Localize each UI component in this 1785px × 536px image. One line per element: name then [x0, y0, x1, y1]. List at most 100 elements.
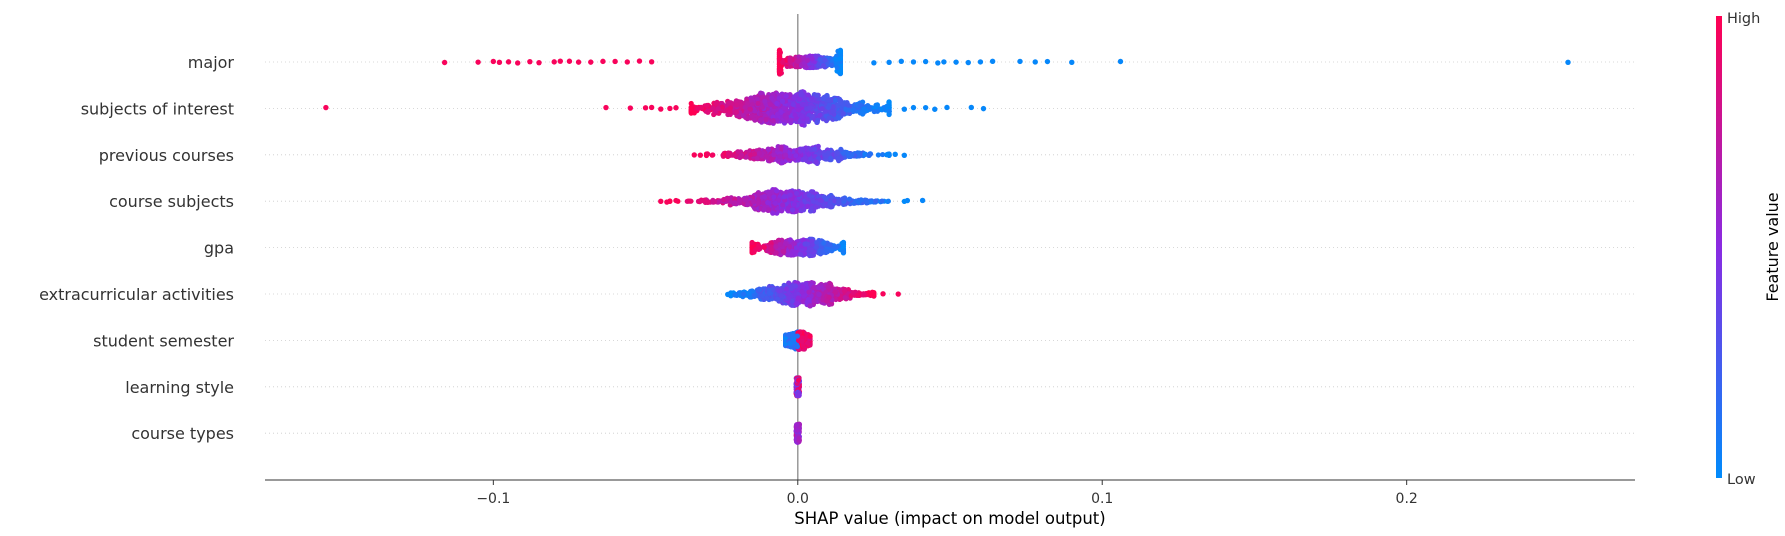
shap-point: [886, 108, 892, 114]
shap-point: [795, 295, 801, 301]
shap-point: [798, 92, 804, 98]
shap-point-outlier: [886, 59, 892, 65]
shap-point-outlier: [624, 59, 630, 65]
shap-point-outlier: [691, 152, 697, 158]
shap-point: [861, 106, 867, 112]
shap-point: [760, 200, 767, 206]
shap-point-outlier: [648, 59, 655, 65]
shap-point: [871, 108, 877, 115]
shap-point-outlier: [725, 291, 731, 298]
shap-point: [800, 237, 807, 243]
shap-point: [864, 199, 870, 205]
shap-point: [746, 290, 752, 296]
shap-point: [814, 239, 820, 246]
shap-point: [761, 206, 767, 212]
shap-point: [805, 297, 812, 303]
shap-point: [787, 237, 793, 243]
shap-point: [794, 301, 800, 307]
shap-point: [766, 190, 773, 196]
shap-point-outlier: [658, 198, 664, 205]
shap-point: [771, 194, 777, 200]
shap-point-outlier: [1069, 59, 1075, 66]
shap-point: [821, 201, 827, 208]
shap-point: [801, 250, 808, 257]
shap-point: [751, 151, 758, 157]
shap-point: [754, 155, 760, 161]
shap-point: [799, 113, 806, 120]
shap-point: [857, 102, 864, 108]
shap-point: [799, 338, 805, 344]
shap-point: [807, 333, 813, 339]
shap-point: [828, 155, 834, 161]
shap-point: [769, 95, 775, 101]
shap-point: [786, 294, 792, 301]
shap-point: [762, 193, 768, 200]
shap-point-outlier: [588, 59, 594, 65]
shap-point: [823, 196, 830, 202]
shap-point: [817, 57, 823, 63]
shap-point: [755, 200, 762, 206]
shap-point-outlier: [910, 104, 917, 111]
shap-point: [834, 64, 840, 71]
shap-point: [832, 198, 838, 204]
shap-point: [832, 97, 839, 103]
shap-point: [799, 101, 806, 108]
shap-point: [828, 204, 834, 210]
shap-point: [743, 196, 749, 203]
shap-point: [751, 199, 757, 205]
shap-point: [755, 100, 761, 107]
shap-point: [820, 95, 826, 102]
shap-point: [734, 102, 740, 108]
shap-point: [701, 197, 708, 203]
shap-point: [775, 111, 781, 117]
shap-point: [774, 100, 780, 107]
shap-point: [814, 92, 820, 98]
shap-point: [836, 115, 842, 121]
shap-point: [821, 240, 827, 246]
shap-point: [768, 246, 774, 252]
shap-point: [808, 95, 814, 102]
shap-point: [807, 252, 813, 259]
shap-point: [800, 146, 806, 152]
shap-point: [840, 249, 847, 255]
shap-point: [745, 201, 751, 208]
shap-point: [725, 100, 732, 106]
shap-point: [788, 117, 794, 123]
shap-point: [777, 288, 783, 294]
shap-point: [756, 243, 762, 249]
shap-point: [765, 146, 772, 153]
shap-point: [774, 296, 780, 302]
shap-point-outlier: [612, 58, 618, 65]
shap-point: [737, 154, 743, 161]
shap-point: [817, 112, 823, 118]
shap-point: [879, 198, 885, 204]
shap-point: [688, 105, 694, 111]
shap-point: [817, 197, 823, 203]
shap-point-outlier: [989, 58, 996, 64]
shap-point-outlier: [895, 291, 901, 297]
shap-point-outlier: [904, 197, 911, 204]
shap-point-outlier: [575, 59, 582, 65]
shap-point: [811, 284, 817, 291]
shap-point: [724, 196, 731, 202]
shap-point: [719, 104, 725, 110]
shap-point: [794, 343, 800, 350]
shap-point: [740, 291, 747, 297]
shap-point: [802, 156, 808, 162]
shap-point: [824, 298, 830, 304]
shap-point: [785, 205, 791, 212]
shap-point: [763, 153, 770, 159]
shap-point: [756, 287, 763, 293]
shap-point: [713, 100, 719, 107]
shap-point: [733, 109, 740, 115]
shap-point: [759, 104, 765, 110]
shap-point-outlier: [922, 58, 929, 65]
shap-point: [757, 117, 764, 123]
shap-point: [793, 153, 799, 159]
shap-point: [732, 200, 738, 206]
shap-point: [866, 152, 872, 158]
shap-point: [763, 117, 769, 123]
shap-point: [819, 106, 825, 112]
shap-point: [846, 153, 852, 159]
shap-point: [805, 340, 811, 346]
